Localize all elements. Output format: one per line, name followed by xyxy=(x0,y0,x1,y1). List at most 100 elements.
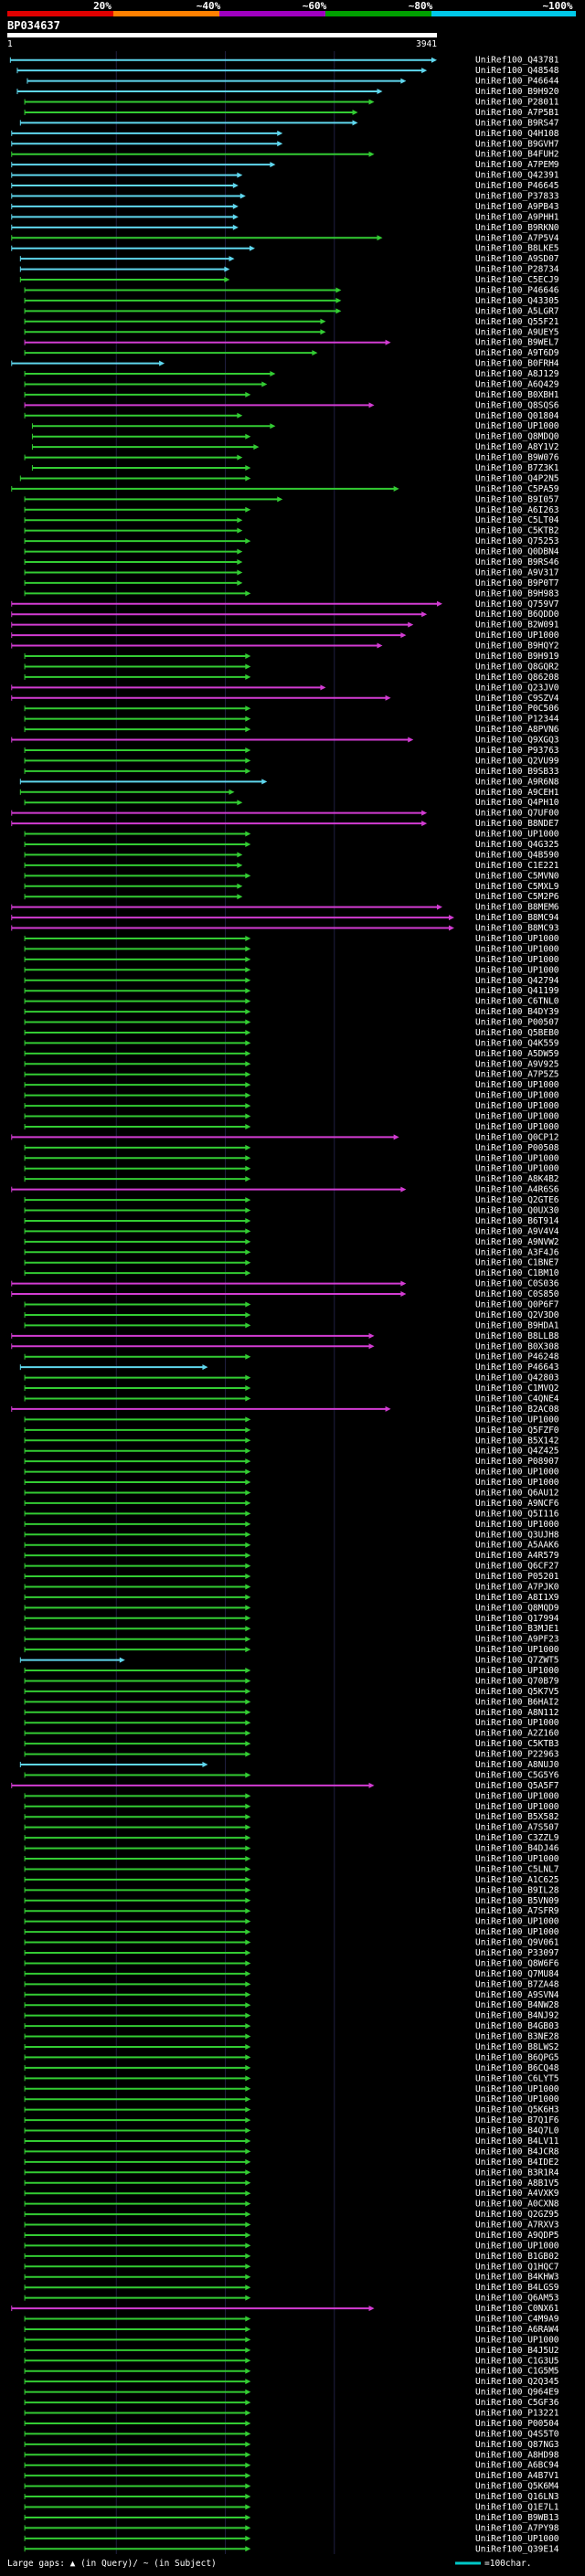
hit-label[interactable]: UniRef100_B9RS46 xyxy=(475,557,559,567)
hit-label[interactable]: UniRef100_C0S036 xyxy=(475,1279,559,1289)
hit-row[interactable]: UniRef100_P08907 xyxy=(24,1457,559,1467)
hit-label[interactable]: UniRef100_Q8W6F6 xyxy=(475,1958,559,1968)
hit-label[interactable]: UniRef100_A5DW59 xyxy=(475,1049,559,1059)
hit-label[interactable]: UniRef100_Q2Q345 xyxy=(475,2377,559,2387)
hit-label[interactable]: UniRef100_Q4K559 xyxy=(475,1038,559,1048)
hit-row[interactable]: UniRef100_B8MC93 xyxy=(11,924,559,934)
hit-row[interactable]: UniRef100_P00504 xyxy=(24,2419,559,2429)
hit-row[interactable]: UniRef100_Q4P2N5 xyxy=(19,473,559,483)
hit-row[interactable]: UniRef100_B8MC94 xyxy=(11,913,559,923)
hit-label[interactable]: UniRef100_Q0P6F7 xyxy=(475,1300,559,1310)
hit-label[interactable]: UniRef100_A9PB43 xyxy=(475,202,559,212)
hit-row[interactable]: UniRef100_Q43781 xyxy=(9,56,559,66)
hit-row[interactable]: UniRef100_UP1000 xyxy=(24,1122,559,1132)
hit-row[interactable]: UniRef100_B9SB33 xyxy=(24,767,559,777)
hit-row[interactable]: UniRef100_A8N112 xyxy=(24,1708,559,1718)
hit-row[interactable]: UniRef100_P00508 xyxy=(24,1143,559,1153)
hit-label[interactable]: UniRef100_B4NJ92 xyxy=(475,2011,559,2021)
hit-label[interactable]: UniRef100_Q43781 xyxy=(475,56,559,66)
hit-row[interactable]: UniRef100_B5X142 xyxy=(24,1436,559,1446)
hit-row[interactable]: UniRef100_UP1000 xyxy=(31,421,559,431)
hit-label[interactable]: UniRef100_A9V4V4 xyxy=(475,1226,559,1236)
hit-label[interactable]: UniRef100_UP1000 xyxy=(475,1112,559,1122)
hit-row[interactable]: UniRef100_C4M9A9 xyxy=(24,2315,559,2325)
hit-label[interactable]: UniRef100_Q5A5F7 xyxy=(475,1781,559,1791)
hit-row[interactable]: UniRef100_Q1E7L1 xyxy=(24,2503,559,2513)
hit-label[interactable]: UniRef100_A9SVN4 xyxy=(475,1990,559,2000)
hit-row[interactable]: UniRef100_A6RAW4 xyxy=(24,2325,559,2335)
hit-label[interactable]: UniRef100_Q86208 xyxy=(475,673,559,683)
hit-label[interactable]: UniRef100_B9GVH7 xyxy=(475,139,559,149)
hit-label[interactable]: UniRef100_P00508 xyxy=(475,1143,559,1153)
hit-label[interactable]: UniRef100_A8B1V5 xyxy=(475,2178,559,2189)
hit-label[interactable]: UniRef100_Q01804 xyxy=(475,411,559,421)
hit-row[interactable]: UniRef100_Q4K559 xyxy=(24,1038,559,1048)
hit-label[interactable]: UniRef100_Q4G325 xyxy=(475,840,559,850)
hit-label[interactable]: UniRef100_Q0CP12 xyxy=(475,1132,559,1142)
hit-label[interactable]: UniRef100_B4LGS9 xyxy=(475,2283,559,2293)
hit-row[interactable]: UniRef100_Q4H108 xyxy=(11,129,559,139)
hit-row[interactable]: UniRef100_UP1000 xyxy=(24,2335,559,2345)
hit-row[interactable]: UniRef100_B2AC08 xyxy=(11,1405,559,1415)
hit-row[interactable]: UniRef100_C5MVN0 xyxy=(24,871,559,881)
hit-row[interactable]: UniRef100_P46646 xyxy=(24,285,559,295)
hit-row[interactable]: UniRef100_A7PEM9 xyxy=(11,160,559,170)
hit-label[interactable]: UniRef100_P93763 xyxy=(475,746,559,756)
hit-label[interactable]: UniRef100_P0C506 xyxy=(475,704,559,714)
hit-row[interactable]: UniRef100_Q23JV0 xyxy=(11,683,559,693)
hit-label[interactable]: UniRef100_B3NE28 xyxy=(475,2032,559,2042)
hit-row[interactable]: UniRef100_A5LGR7 xyxy=(24,306,559,316)
hit-label[interactable]: UniRef100_B2AC08 xyxy=(475,1405,559,1415)
hit-label[interactable]: UniRef100_UP1000 xyxy=(475,1791,559,1801)
hit-row[interactable]: UniRef100_UP1000 xyxy=(24,830,559,840)
hit-label[interactable]: UniRef100_A7PY98 xyxy=(475,2523,559,2533)
hit-label[interactable]: UniRef100_Q5K6M4 xyxy=(475,2482,559,2492)
hit-row[interactable]: UniRef100_Q7UF00 xyxy=(11,809,559,819)
hit-row[interactable]: UniRef100_Q5K6M4 xyxy=(24,2482,559,2492)
hit-row[interactable]: UniRef100_A9V317 xyxy=(24,567,559,578)
hit-row[interactable]: UniRef100_B4KHW3 xyxy=(24,2273,559,2283)
hit-row[interactable]: UniRef100_A5DW59 xyxy=(24,1049,559,1059)
hit-label[interactable]: UniRef100_B9RS47 xyxy=(475,118,559,128)
hit-label[interactable]: UniRef100_Q8GQR2 xyxy=(475,662,559,672)
hit-label[interactable]: UniRef100_UP1000 xyxy=(475,2094,559,2104)
hit-row[interactable]: UniRef100_UP1000 xyxy=(24,944,559,954)
hit-row[interactable]: UniRef100_Q16LN3 xyxy=(24,2492,559,2502)
hit-row[interactable]: UniRef100_C0S850 xyxy=(11,1289,559,1299)
hit-label[interactable]: UniRef100_UP1000 xyxy=(475,1164,559,1174)
hit-label[interactable]: UniRef100_B8LWS2 xyxy=(475,2042,559,2052)
hit-row[interactable]: UniRef100_UP1000 xyxy=(24,1520,559,1530)
hit-label[interactable]: UniRef100_B9W076 xyxy=(475,453,559,463)
hit-label[interactable]: UniRef100_C5KTB2 xyxy=(475,526,559,536)
hit-label[interactable]: UniRef100_C1G5M5 xyxy=(475,2367,559,2377)
hit-row[interactable]: UniRef100_A9SVN4 xyxy=(24,1990,559,2000)
hit-label[interactable]: UniRef100_Q43305 xyxy=(475,296,559,306)
hit-row[interactable]: UniRef100_C1E221 xyxy=(24,861,559,871)
hit-row[interactable]: UniRef100_B8MEM6 xyxy=(11,903,559,913)
hit-row[interactable]: UniRef100_P33097 xyxy=(24,1948,559,1958)
hit-row[interactable]: UniRef100_Q55F21 xyxy=(24,317,559,327)
hit-row[interactable]: UniRef100_Q8GQR2 xyxy=(24,662,559,672)
hit-label[interactable]: UniRef100_A8Y1V2 xyxy=(475,442,559,452)
hit-row[interactable]: UniRef100_B7ZA48 xyxy=(24,1979,559,1989)
hit-row[interactable]: UniRef100_B9P0T7 xyxy=(24,578,559,588)
hit-label[interactable]: UniRef100_B4LV11 xyxy=(475,2136,559,2147)
hit-label[interactable]: UniRef100_UP1000 xyxy=(475,955,559,965)
hit-label[interactable]: UniRef100_P28011 xyxy=(475,97,559,107)
hit-label[interactable]: UniRef100_UP1000 xyxy=(475,1478,559,1488)
hit-row[interactable]: UniRef100_A1C625 xyxy=(24,1875,559,1885)
hit-row[interactable]: UniRef100_C5M2P6 xyxy=(24,892,559,902)
hit-label[interactable]: UniRef100_B6CQ48 xyxy=(475,2063,559,2073)
hit-label[interactable]: UniRef100_UP1000 xyxy=(475,1917,559,1927)
hit-label[interactable]: UniRef100_B9WB13 xyxy=(475,2513,559,2523)
hit-label[interactable]: UniRef100_A4B7V1 xyxy=(475,2471,559,2481)
hit-row[interactable]: UniRef100_Q8W6F6 xyxy=(24,1958,559,1968)
hit-label[interactable]: UniRef100_A5AAK6 xyxy=(475,1541,559,1551)
hit-label[interactable]: UniRef100_Q759V7 xyxy=(475,599,559,610)
hit-row[interactable]: UniRef100_B9IL28 xyxy=(24,1885,559,1895)
hit-label[interactable]: UniRef100_B6HAI2 xyxy=(475,1697,559,1707)
hit-row[interactable]: UniRef100_B4LV11 xyxy=(24,2136,559,2147)
hit-row[interactable]: UniRef100_Q7ZWT5 xyxy=(19,1656,559,1666)
hit-row[interactable]: UniRef100_Q4Z425 xyxy=(24,1447,559,1457)
hit-row[interactable]: UniRef100_Q48548 xyxy=(16,66,559,76)
